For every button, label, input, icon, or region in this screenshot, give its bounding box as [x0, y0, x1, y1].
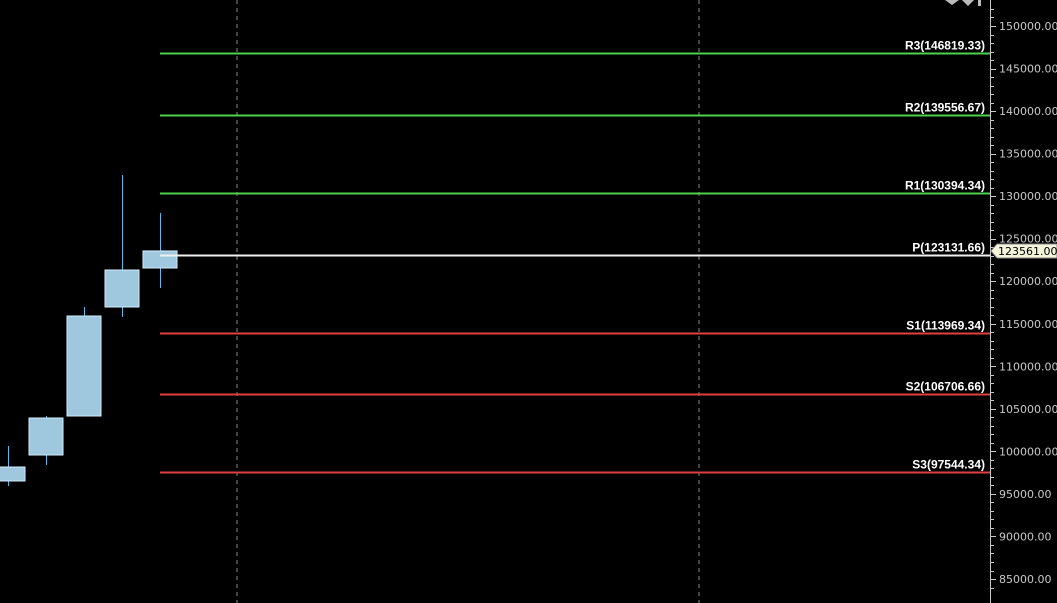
pivot-label-s2: S2(106706.66) [906, 380, 985, 394]
current-price-label: 123561.00 [998, 245, 1057, 258]
scroll-arrows-icon[interactable] [945, 0, 981, 6]
pivot-label-p: P(123131.66) [912, 241, 985, 255]
y-tick-label: 150000.00 [999, 20, 1057, 33]
y-tick-label: 140000.00 [999, 105, 1057, 118]
arrow-shape [945, 0, 974, 6]
candle-body [104, 269, 140, 308]
pivot-label-r2: R2(139556.67) [905, 101, 985, 115]
y-tick-label: 105000.00 [999, 403, 1057, 416]
candle-body [0, 466, 26, 482]
y-tick-label: 145000.00 [999, 63, 1057, 76]
candle-body [66, 315, 102, 417]
y-tick-label: 95000.00 [999, 488, 1052, 501]
y-tick-label: 115000.00 [999, 318, 1057, 331]
y-tick-label: 135000.00 [999, 148, 1057, 161]
y-tick-label: 110000.00 [999, 360, 1057, 373]
pivot-label-r1: R1(130394.34) [905, 179, 985, 193]
y-tick-label: 125000.00 [999, 233, 1057, 246]
current-price-tag [990, 243, 1057, 259]
y-tick-label: 85000.00 [999, 573, 1052, 586]
pivot-label-s3: S3(97544.34) [912, 458, 985, 472]
y-tick-label: 90000.00 [999, 530, 1052, 543]
pivot-label-s1: S1(113969.34) [906, 319, 985, 333]
candle-body [142, 250, 178, 269]
y-axis-background [990, 0, 1057, 603]
y-tick-label: 130000.00 [999, 190, 1057, 203]
y-tick-label: 120000.00 [999, 275, 1057, 288]
candle-body [28, 417, 64, 456]
y-tick-label: 100000.00 [999, 445, 1057, 458]
pivot-label-r3: R3(146819.33) [905, 39, 985, 53]
arrow-shape [978, 0, 981, 6]
